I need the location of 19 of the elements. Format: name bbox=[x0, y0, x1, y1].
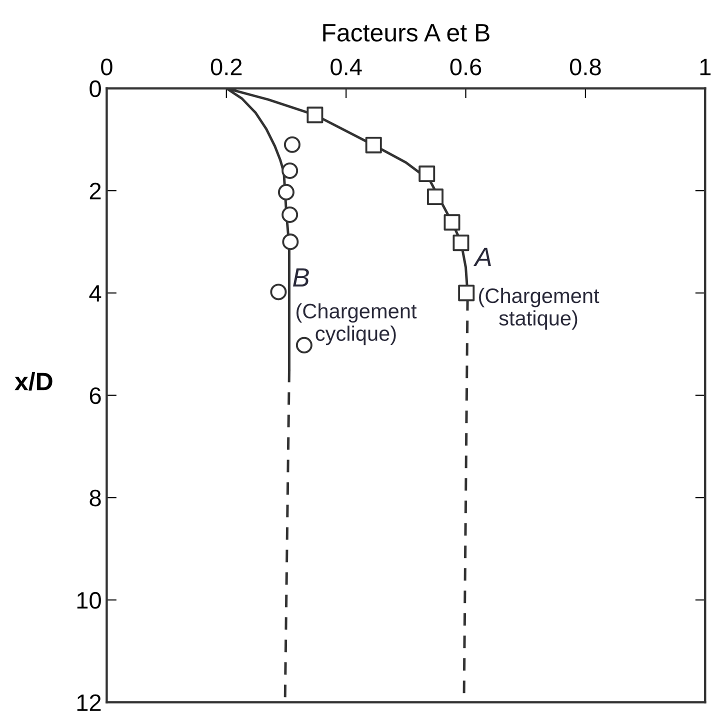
y-tick-label: 12 bbox=[77, 694, 101, 711]
x-axis-title: Facteurs A et B bbox=[323, 24, 490, 42]
annotation: (Chargement cyclique) bbox=[296, 303, 417, 346]
x-tick-label: 0.6 bbox=[450, 58, 482, 76]
annotation: A bbox=[473, 248, 491, 266]
annotation: B bbox=[293, 268, 309, 287]
y-axis-title: x/D bbox=[14, 372, 52, 391]
y-tick-label: 8 bbox=[90, 490, 101, 506]
x-tick-label: 0.2 bbox=[210, 58, 242, 76]
y-tick-label: 2 bbox=[90, 182, 101, 200]
x-tick-label: 0 bbox=[101, 58, 112, 76]
y-tick-label: 0 bbox=[90, 80, 101, 98]
x-tick-label: 0.4 bbox=[330, 58, 362, 76]
y-tick-label: 10 bbox=[77, 592, 101, 609]
y-tick-label: 6 bbox=[90, 387, 101, 404]
x-tick-label: 0.8 bbox=[570, 58, 601, 76]
y-tick-label: 4 bbox=[89, 285, 102, 302]
annotation: (Chargement statique) bbox=[479, 288, 600, 330]
x-tick-label: 1 bbox=[700, 58, 711, 76]
